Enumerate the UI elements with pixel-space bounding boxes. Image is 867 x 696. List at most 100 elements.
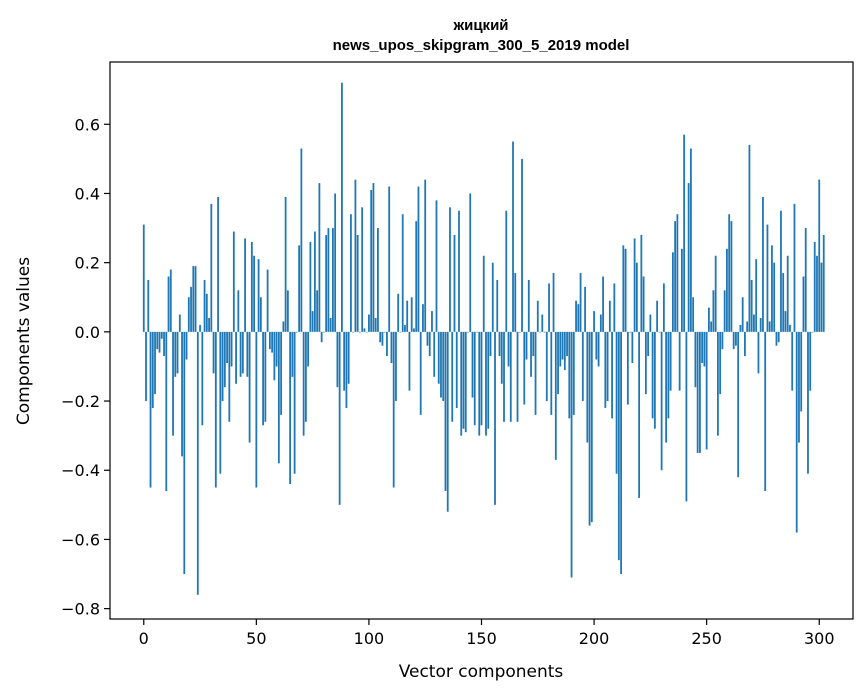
bar-67: [293, 331, 296, 474]
bar-178: [543, 331, 546, 333]
bar-162: [507, 331, 510, 367]
y-tick-label-2: −0.4: [61, 461, 100, 480]
bar-259: [726, 248, 728, 332]
bar-295: [807, 331, 809, 474]
bar-45: [244, 238, 246, 332]
bar-179: [545, 331, 548, 402]
bar-208: [611, 331, 613, 419]
bar-21: [190, 286, 192, 332]
bar-278: [768, 321, 771, 332]
bar-47: [248, 331, 251, 443]
bar-19: [185, 331, 188, 360]
bar-119: [410, 297, 413, 332]
bar-174: [534, 331, 537, 415]
bar-155: [491, 262, 494, 332]
bar-79: [320, 331, 323, 343]
bar-209: [613, 283, 616, 332]
bar-135: [446, 331, 449, 512]
bar-273: [757, 331, 760, 374]
bar-286: [786, 255, 789, 332]
x-tick-label-3: 150: [466, 629, 497, 648]
bar-159: [500, 331, 503, 384]
bar-270: [750, 279, 753, 332]
bar-65: [289, 331, 292, 485]
bar-254: [714, 255, 717, 332]
bar-244: [692, 297, 695, 332]
bar-171: [527, 279, 530, 332]
bar-27: [203, 279, 206, 332]
bar-5: [154, 331, 156, 395]
bar-300: [818, 179, 821, 332]
bar-6: [156, 331, 159, 350]
bar-217: [631, 331, 634, 363]
bar-105: [379, 331, 382, 343]
bar-233: [667, 331, 670, 419]
y-axis-ticks: −0.8 −0.6 −0.4 −0.2 0.0 0.2 0.4 0.6: [61, 115, 110, 619]
chart-title-line2: news_upos_skipgram_300_5_2019 model: [333, 37, 630, 54]
bar-51: [257, 259, 260, 332]
bar-288: [791, 331, 794, 391]
bar-49: [253, 255, 255, 332]
bar-263: [735, 331, 737, 346]
bar-222: [642, 276, 645, 332]
bar-181: [550, 331, 553, 415]
bar-301: [820, 262, 823, 332]
bar-57: [271, 331, 274, 353]
bar-293: [802, 276, 805, 332]
bar-84: [332, 228, 334, 332]
bar-204: [602, 276, 604, 332]
bar-227: [653, 331, 656, 429]
bar-266: [741, 297, 744, 332]
bar-69: [298, 245, 301, 332]
bar-28: [205, 293, 208, 332]
bar-289: [793, 203, 796, 332]
bar-237: [676, 214, 679, 332]
bar-165: [514, 273, 517, 332]
bar-104: [377, 228, 379, 332]
bar-10: [165, 331, 168, 491]
bar-103: [374, 318, 377, 332]
bar-203: [599, 314, 602, 332]
bar-215: [626, 331, 629, 405]
y-tick-label-5: 0.2: [75, 254, 100, 273]
bar-291: [798, 331, 800, 443]
bar-282: [777, 331, 780, 343]
bar-279: [771, 245, 773, 332]
bar-134: [444, 331, 447, 491]
bar-136: [449, 207, 451, 332]
bar-63: [284, 196, 287, 332]
bar-297: [811, 331, 814, 333]
bar-123: [419, 331, 422, 415]
bar-113: [397, 293, 400, 332]
bar-102: [372, 183, 375, 332]
bar-117: [406, 300, 409, 332]
bar-262: [732, 331, 735, 350]
bar-187: [563, 331, 566, 370]
y-axis-label: Components values: [14, 257, 34, 425]
bar-283: [780, 210, 782, 332]
bar-230: [660, 331, 663, 471]
bar-225: [649, 314, 652, 332]
bar-29: [208, 318, 210, 332]
bar-277: [766, 224, 769, 332]
bars-group: [142, 82, 825, 595]
bar-185: [559, 331, 562, 367]
bar-35: [221, 331, 224, 402]
bar-18: [183, 331, 186, 575]
bar-33: [217, 196, 219, 332]
bar-132: [440, 331, 442, 398]
bar-13: [172, 331, 174, 436]
bar-94: [354, 179, 357, 332]
bar-144: [467, 331, 469, 333]
bar-260: [728, 214, 731, 332]
bar-68: [295, 331, 298, 333]
bar-93: [352, 331, 355, 333]
y-tick-label-7: 0.6: [75, 115, 100, 134]
bar-194: [579, 273, 582, 332]
bar-91: [347, 331, 350, 384]
bar-75: [311, 311, 314, 332]
bar-8: [160, 331, 163, 339]
bar-16: [178, 314, 181, 332]
bar-257: [721, 331, 724, 350]
bar-169: [523, 331, 526, 405]
